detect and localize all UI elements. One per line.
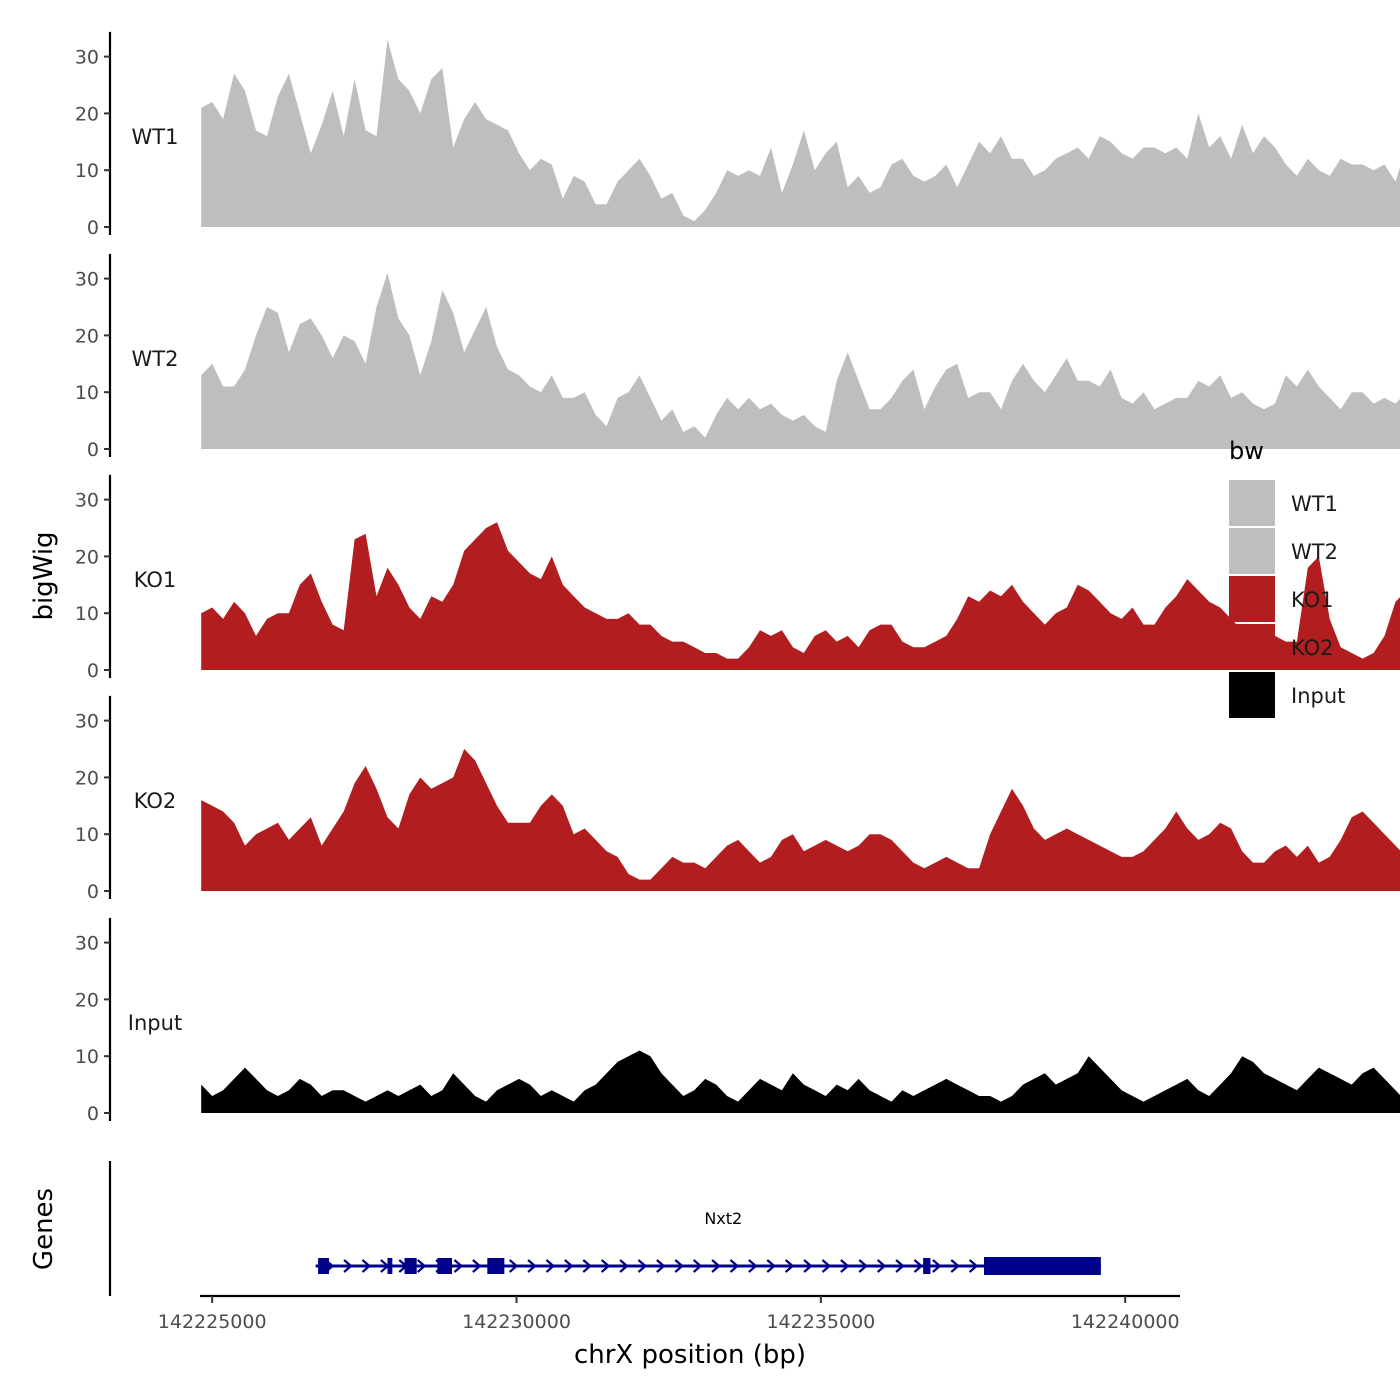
strand-arrow	[343, 1259, 353, 1273]
track-label-wt1: WT1	[132, 125, 179, 149]
panel-input: 0 10 20 30 Input	[75, 917, 1400, 1125]
y-tick-label: 20	[75, 325, 99, 347]
track-label-input: Input	[128, 1011, 182, 1035]
y-tick-label: 0	[87, 217, 99, 239]
strand-arrow	[472, 1259, 482, 1273]
x-tick-label: 142230000	[462, 1311, 571, 1333]
y-tick-label: 20	[75, 767, 99, 789]
strand-arrow	[582, 1259, 592, 1273]
x-axis-title: chrX position (bp)	[574, 1340, 806, 1370]
exon	[487, 1258, 505, 1274]
strand-arrow	[600, 1259, 611, 1273]
y-tick-label: 20	[75, 546, 99, 568]
strand-arrow	[748, 1259, 758, 1273]
y-tick-label: 0	[87, 881, 99, 903]
strand-arrow	[527, 1259, 537, 1273]
y-tick-label: 10	[75, 1046, 99, 1068]
strand-arrow	[840, 1259, 850, 1273]
legend: WT1 WT2 KO1 KO2 Input	[1229, 480, 1345, 718]
panel-wt2: 0 10 20 30 WT2	[75, 253, 1400, 461]
exon	[984, 1257, 1101, 1275]
strand-arrow	[711, 1259, 721, 1273]
gene-panel-title: Genes	[29, 1188, 59, 1270]
legend-key-wt1	[1229, 480, 1275, 526]
legend-label-ko2: KO2	[1291, 636, 1334, 660]
strand-arrow	[913, 1259, 924, 1273]
y-tick-label: 10	[75, 603, 99, 625]
y-tick-label: 30	[75, 933, 99, 955]
gene-panel: Nxt2	[108, 1161, 1101, 1296]
exon	[437, 1258, 452, 1274]
y-tick-label: 30	[75, 47, 99, 69]
x-axis: 142225000 142230000 142235000 142240000	[158, 1294, 1180, 1333]
y-tick-label: 0	[87, 439, 99, 461]
x-tick-label: 142225000	[158, 1311, 267, 1333]
strand-arrow	[656, 1259, 666, 1273]
strand-arrow	[637, 1259, 648, 1273]
y-tick-label: 10	[75, 160, 99, 182]
area-ko1	[201, 522, 1400, 670]
legend-label-ko1: KO1	[1291, 588, 1334, 612]
panel-ko1: 0 10 20 30 KO1	[75, 474, 1400, 682]
strand-arrow	[766, 1259, 776, 1273]
exon	[318, 1258, 330, 1274]
y-axis-title: bigWig	[29, 531, 59, 620]
exon	[404, 1258, 417, 1274]
x-tick-label: 142235000	[766, 1311, 875, 1333]
track-label-ko2: KO2	[134, 789, 177, 813]
strand-arrow	[692, 1259, 703, 1273]
y-tick-label: 30	[75, 490, 99, 512]
y-tick-label: 30	[75, 269, 99, 291]
strand-arrow	[674, 1259, 684, 1273]
strand-arrow	[876, 1259, 887, 1273]
legend-label-wt1: WT1	[1291, 492, 1338, 516]
area-ko2	[201, 749, 1400, 891]
strand-arrow	[619, 1259, 629, 1273]
track-panels: 0 10 20 30 WT1 0 10 20 30 WT2 0 10 20 30 KO1 0 10 20 30 KO2…	[75, 31, 1400, 1125]
y-tick-label: 20	[75, 989, 99, 1011]
strand-arrow	[858, 1259, 868, 1273]
x-tick-label: 142240000	[1071, 1311, 1180, 1333]
strand-arrow	[784, 1259, 795, 1273]
strand-arrow	[968, 1259, 979, 1273]
track-label-wt2: WT2	[132, 347, 179, 371]
area-wt1	[201, 39, 1400, 227]
strand-arrow	[564, 1259, 574, 1273]
strand-arrow	[821, 1259, 832, 1273]
strand-arrow	[453, 1259, 464, 1273]
y-tick-label: 20	[75, 103, 99, 125]
strand-arrow	[895, 1259, 905, 1273]
strand-arrow	[545, 1259, 556, 1273]
exon	[923, 1258, 931, 1274]
strand-arrow	[803, 1259, 813, 1273]
panel-ko2: 0 10 20 30 KO2	[75, 695, 1400, 903]
y-tick-label: 0	[87, 660, 99, 682]
strand-arrow	[416, 1259, 427, 1273]
strand-arrow	[950, 1259, 960, 1273]
gene-name-label: Nxt2	[704, 1209, 742, 1228]
legend-label-input: Input	[1291, 684, 1345, 708]
y-tick-label: 10	[75, 824, 99, 846]
y-tick-label: 0	[87, 1103, 99, 1125]
area-wt2	[201, 272, 1400, 449]
strand-arrow	[508, 1259, 519, 1273]
y-tick-label: 10	[75, 382, 99, 404]
area-input	[201, 1050, 1400, 1113]
legend-key-wt2	[1229, 528, 1275, 574]
legend-title: bw	[1229, 437, 1264, 465]
y-tick-label: 30	[75, 711, 99, 733]
strand-arrow	[932, 1259, 942, 1273]
panel-wt1: 0 10 20 30 WT1	[75, 31, 1400, 239]
legend-key-ko1	[1229, 576, 1275, 622]
strand-arrow	[361, 1259, 372, 1273]
legend-key-input	[1229, 672, 1275, 718]
exon	[387, 1258, 393, 1274]
strand-arrow	[729, 1259, 740, 1273]
legend-key-ko2	[1229, 624, 1275, 670]
legend-label-wt2: WT2	[1291, 540, 1338, 564]
track-label-ko1: KO1	[134, 568, 177, 592]
